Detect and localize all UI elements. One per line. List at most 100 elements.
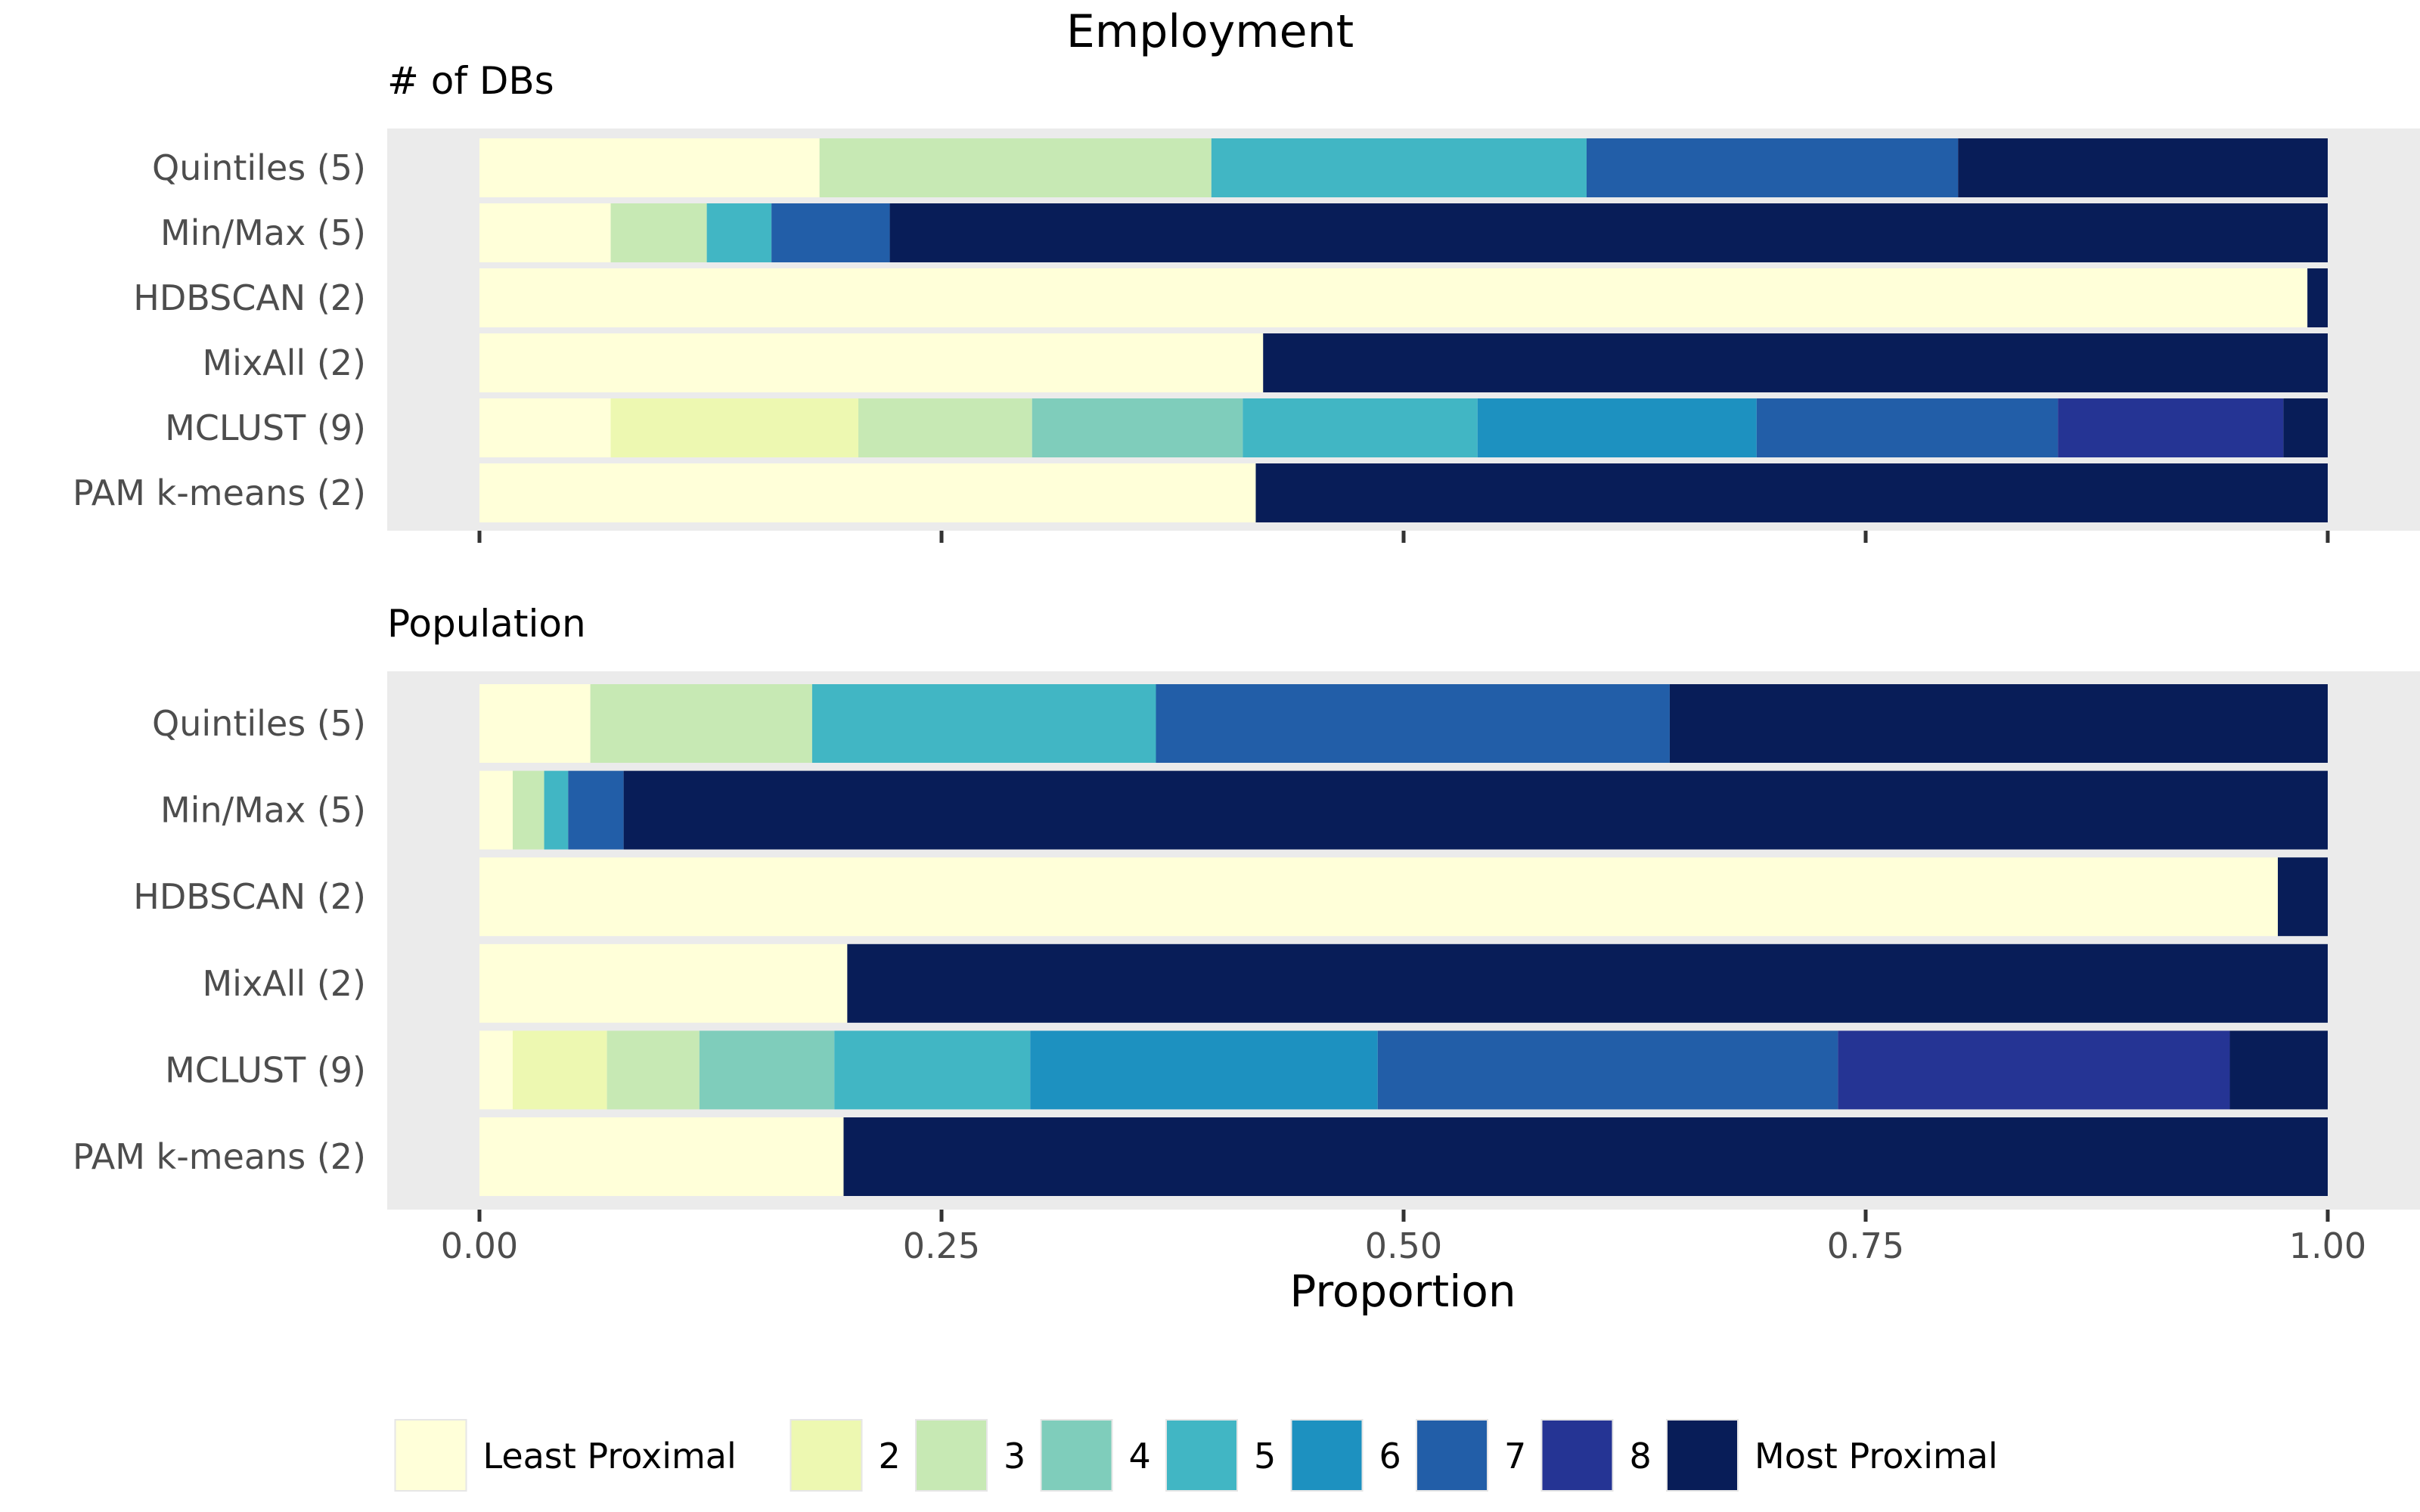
bar-segment [479,943,848,1023]
bar-segment [479,684,591,763]
bar-segment [858,398,1032,457]
bar-segment [479,333,1264,392]
bar-segment [889,203,2328,262]
bar-segment [479,770,513,850]
legend-label: 4 [1129,1436,1151,1476]
bar-segment [479,857,2279,937]
row-label: HDBSCAN (2) [133,277,366,318]
legend-swatch [1165,1419,1238,1492]
legend-label: 8 [1630,1436,1652,1476]
legend-swatch [1416,1419,1488,1492]
legend-label: Least Proximal [483,1436,737,1476]
legend-item: 4 [1040,1419,1151,1492]
bar-segment [479,268,2308,327]
bar-segment [706,203,772,262]
row-label: HDBSCAN (2) [133,876,366,917]
chart-title: Employment [1066,5,1354,58]
bar-segment [479,1030,513,1110]
bar-segment [819,138,1212,197]
legend-label: Most Proximal [1754,1436,1998,1476]
bar-segment [2283,398,2328,457]
bar-segment [847,943,2328,1023]
row-label: MixAll (2) [202,342,366,383]
bar-segment [1756,398,2059,457]
legend-item: 6 [1290,1419,1401,1492]
bar-row: Quintiles (5) [152,684,2328,763]
bar-segment [2229,1030,2328,1110]
bar-segment [479,1117,844,1196]
bar-segment [834,1030,1031,1110]
legend-item: Most Proximal [1666,1419,1998,1492]
panel-subtitle-dbs: # of DBs [387,59,554,103]
bar-segment [1669,684,2328,763]
legend-swatch [1540,1419,1614,1492]
bar-segment [771,203,890,262]
bar-row: PAM k-means (2) [73,1117,2328,1196]
legend-swatch [394,1419,467,1492]
legend-swatch [1290,1419,1364,1492]
bar-segment [479,463,1256,522]
x-axis-title: Proportion [1289,1266,1516,1317]
bar-segment [1211,138,1587,197]
bar-row: Min/Max (5) [160,203,2328,262]
row-label: PAM k-means (2) [73,472,366,513]
bar-row: HDBSCAN (2) [133,857,2328,937]
legend: Least Proximal 2 3 4 5 6 7 8 Most Proximal [394,1419,1998,1492]
bar-row: MCLUST (9) [165,1030,2328,1110]
bar-segment [479,398,611,457]
legend-item: Least Proximal [394,1419,737,1492]
bar-segment [512,1030,607,1110]
bar-segment [1243,398,1478,457]
legend-item: 2 [790,1419,901,1492]
bar-segment [1156,684,1670,763]
bar-segment [1838,1030,2230,1110]
bar-segment [1377,1030,1838,1110]
bar-row: PAM k-means (2) [73,463,2328,522]
legend-swatch [1666,1419,1739,1492]
legend-swatch [790,1419,863,1492]
bar-segment [811,684,1156,763]
x-tick-label: 0.50 [1365,1225,1442,1266]
legend-label: 5 [1254,1436,1276,1476]
bar-segment [1477,398,1757,457]
bar-row: MixAll (2) [202,943,2328,1023]
row-label: MCLUST (9) [165,407,366,448]
bar-segment [1255,463,2328,522]
legend-item: 3 [915,1419,1025,1492]
bar-segment [512,770,544,850]
legend-item: 8 [1540,1419,1652,1492]
bar-segment [699,1030,835,1110]
bar-segment [544,770,569,850]
legend-label: 3 [1004,1436,1025,1476]
row-label: Quintiles (5) [152,703,366,744]
panels-layer: Quintiles (5) Min/Max (5) HDBSCAN (2) MixAl… [73,129,2420,1266]
x-tick-label: 0.25 [903,1225,980,1266]
bar-segment [2058,398,2284,457]
x-tick-label: 1.00 [2289,1225,2366,1266]
bar-segment [1030,1030,1378,1110]
bar-segment [1586,138,1959,197]
bar-segment [2307,268,2328,327]
legend-swatch [1040,1419,1113,1492]
bar-segment [479,203,611,262]
bar-row: MCLUST (9) [165,398,2328,457]
row-label: Quintiles (5) [152,147,366,188]
row-label: Min/Max (5) [160,790,366,831]
row-label: MCLUST (9) [165,1049,366,1090]
bar-segment [607,1030,700,1110]
bar-segment [2278,857,2328,937]
bar-segment [479,138,820,197]
row-label: PAM k-means (2) [73,1136,366,1177]
bar-row: Min/Max (5) [160,770,2328,850]
panel-1: Quintiles (5) Min/Max (5) HDBSCAN (2) MixAl… [73,671,2420,1266]
legend-label: 2 [879,1436,901,1476]
panel-0: Quintiles (5) Min/Max (5) HDBSCAN (2) MixAl… [73,129,2420,543]
legend-label: 7 [1504,1436,1526,1476]
bar-segment [590,684,812,763]
bar-segment [623,770,2328,850]
legend-swatch [915,1419,988,1492]
legend-item: 7 [1416,1419,1526,1492]
bar-segment [1032,398,1243,457]
legend-item: 5 [1165,1419,1276,1492]
